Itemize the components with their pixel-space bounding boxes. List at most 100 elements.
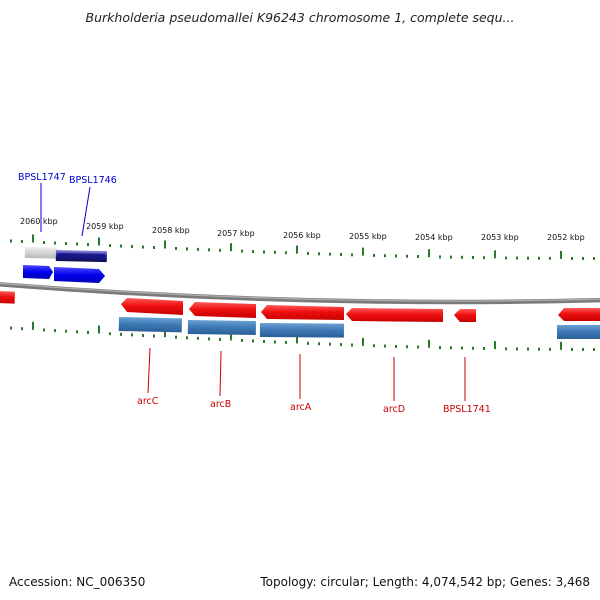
- minor-tick: [329, 342, 331, 346]
- label-leaders: [40, 183, 466, 401]
- minor-tick: [538, 347, 540, 351]
- scale-label: 2057 kbp: [217, 229, 255, 238]
- minor-tick: [175, 335, 177, 339]
- minor-tick: [351, 343, 353, 347]
- gene-label-BPSL1741[interactable]: BPSL1741: [443, 404, 491, 415]
- minor-tick: [120, 332, 122, 336]
- minor-tick: [384, 344, 386, 348]
- gene-arrow-BPSL1747[interactable]: [23, 265, 53, 279]
- major-tick: [230, 243, 232, 252]
- minor-tick: [208, 337, 210, 341]
- minor-tick: [54, 329, 56, 333]
- gene-label-arcA[interactable]: arcA: [290, 402, 312, 413]
- minor-tick: [274, 250, 276, 254]
- minor-tick: [252, 339, 254, 343]
- minor-tick: [472, 255, 474, 259]
- minor-tick: [373, 344, 375, 348]
- minor-tick: [395, 254, 397, 258]
- cds-strip-arcB[interactable]: [187, 319, 256, 336]
- minor-tick: [516, 347, 518, 351]
- minor-tick: [186, 247, 188, 251]
- minor-tick: [549, 347, 551, 351]
- scale-label: 2052 kbp: [547, 233, 585, 242]
- minor-tick: [219, 248, 221, 252]
- minor-tick: [131, 245, 133, 249]
- minor-tick: [307, 341, 309, 345]
- gene-arrow-arcA[interactable]: [261, 305, 344, 320]
- gene-arrow-partial-right[interactable]: [558, 308, 600, 321]
- gene-arrow-BPSL1741[interactable]: [454, 309, 476, 322]
- minor-tick: [142, 245, 144, 249]
- minor-tick: [65, 242, 67, 246]
- gene-label-BPSL1746[interactable]: BPSL1746: [69, 175, 117, 186]
- minor-tick: [153, 246, 155, 250]
- minor-tick: [406, 345, 408, 349]
- minor-tick: [76, 242, 78, 246]
- gene-arrow-partial-left[interactable]: [0, 291, 15, 304]
- minor-tick: [461, 255, 463, 259]
- minor-tick: [483, 256, 485, 260]
- gene-label-arcD[interactable]: arcD: [383, 404, 405, 415]
- cds-strip-partial-right[interactable]: [557, 325, 600, 339]
- major-tick: [164, 240, 166, 249]
- minor-tick: [571, 347, 573, 351]
- leader-arcB: [219, 350, 222, 397]
- major-tick: [164, 329, 166, 338]
- minor-tick: [10, 326, 12, 330]
- minor-tick: [208, 248, 210, 252]
- minor-tick: [461, 346, 463, 350]
- gene-label-arcB[interactable]: arcB: [210, 399, 231, 410]
- minor-tick: [340, 252, 342, 256]
- gene-arrow-arcB[interactable]: [189, 302, 256, 318]
- minor-tick: [516, 256, 518, 260]
- minor-tick: [505, 347, 507, 351]
- feature-strip-navy-inner: [57, 253, 105, 258]
- minor-tick: [131, 333, 133, 337]
- minor-tick: [10, 239, 12, 243]
- major-tick: [428, 339, 430, 348]
- major-tick: [428, 249, 430, 258]
- minor-tick: [109, 332, 111, 336]
- major-tick: [560, 250, 562, 259]
- cds-strip-arcA[interactable]: [259, 323, 344, 338]
- cds-strip-arcC[interactable]: [118, 317, 182, 333]
- minor-tick: [87, 243, 89, 247]
- minor-tick: [417, 254, 419, 258]
- minor-tick: [109, 244, 111, 248]
- minor-tick: [439, 346, 441, 350]
- minor-tick: [417, 345, 419, 349]
- gene-arrow-arcC[interactable]: [121, 298, 183, 315]
- minor-tick: [252, 250, 254, 254]
- scale-label: 2056 kbp: [283, 231, 321, 240]
- major-tick: [362, 337, 364, 346]
- gene-labels: BPSL1747 BPSL1746 arcC arcB arcA arcD BP…: [18, 172, 491, 415]
- minor-tick: [43, 241, 45, 245]
- major-tick: [98, 325, 100, 334]
- minor-tick: [285, 251, 287, 255]
- scale-label: 2054 kbp: [415, 233, 453, 242]
- minor-tick: [307, 251, 309, 255]
- minor-tick: [318, 342, 320, 346]
- minor-tick: [472, 346, 474, 350]
- minor-tick: [351, 253, 353, 257]
- minor-tick: [197, 247, 199, 251]
- minor-tick: [571, 256, 573, 260]
- scale-ticks-outer: [10, 234, 595, 260]
- minor-tick: [582, 256, 584, 260]
- gene-arrow-arcD[interactable]: [346, 308, 443, 322]
- minor-tick: [241, 338, 243, 342]
- minor-tick: [274, 340, 276, 344]
- minor-tick: [175, 246, 177, 250]
- gene-label-BPSL1747[interactable]: BPSL1747: [18, 172, 66, 183]
- gene-arrow-BPSL1746[interactable]: [54, 267, 105, 283]
- minor-tick: [219, 337, 221, 341]
- minor-tick: [527, 347, 529, 351]
- major-tick: [296, 245, 298, 254]
- minor-tick: [87, 330, 89, 334]
- minor-tick: [450, 346, 452, 350]
- accession-text: Accession: NC_006350: [9, 575, 146, 589]
- scale-label: 2055 kbp: [349, 232, 387, 241]
- minor-tick: [384, 254, 386, 258]
- gene-label-arcC[interactable]: arcC: [137, 396, 159, 407]
